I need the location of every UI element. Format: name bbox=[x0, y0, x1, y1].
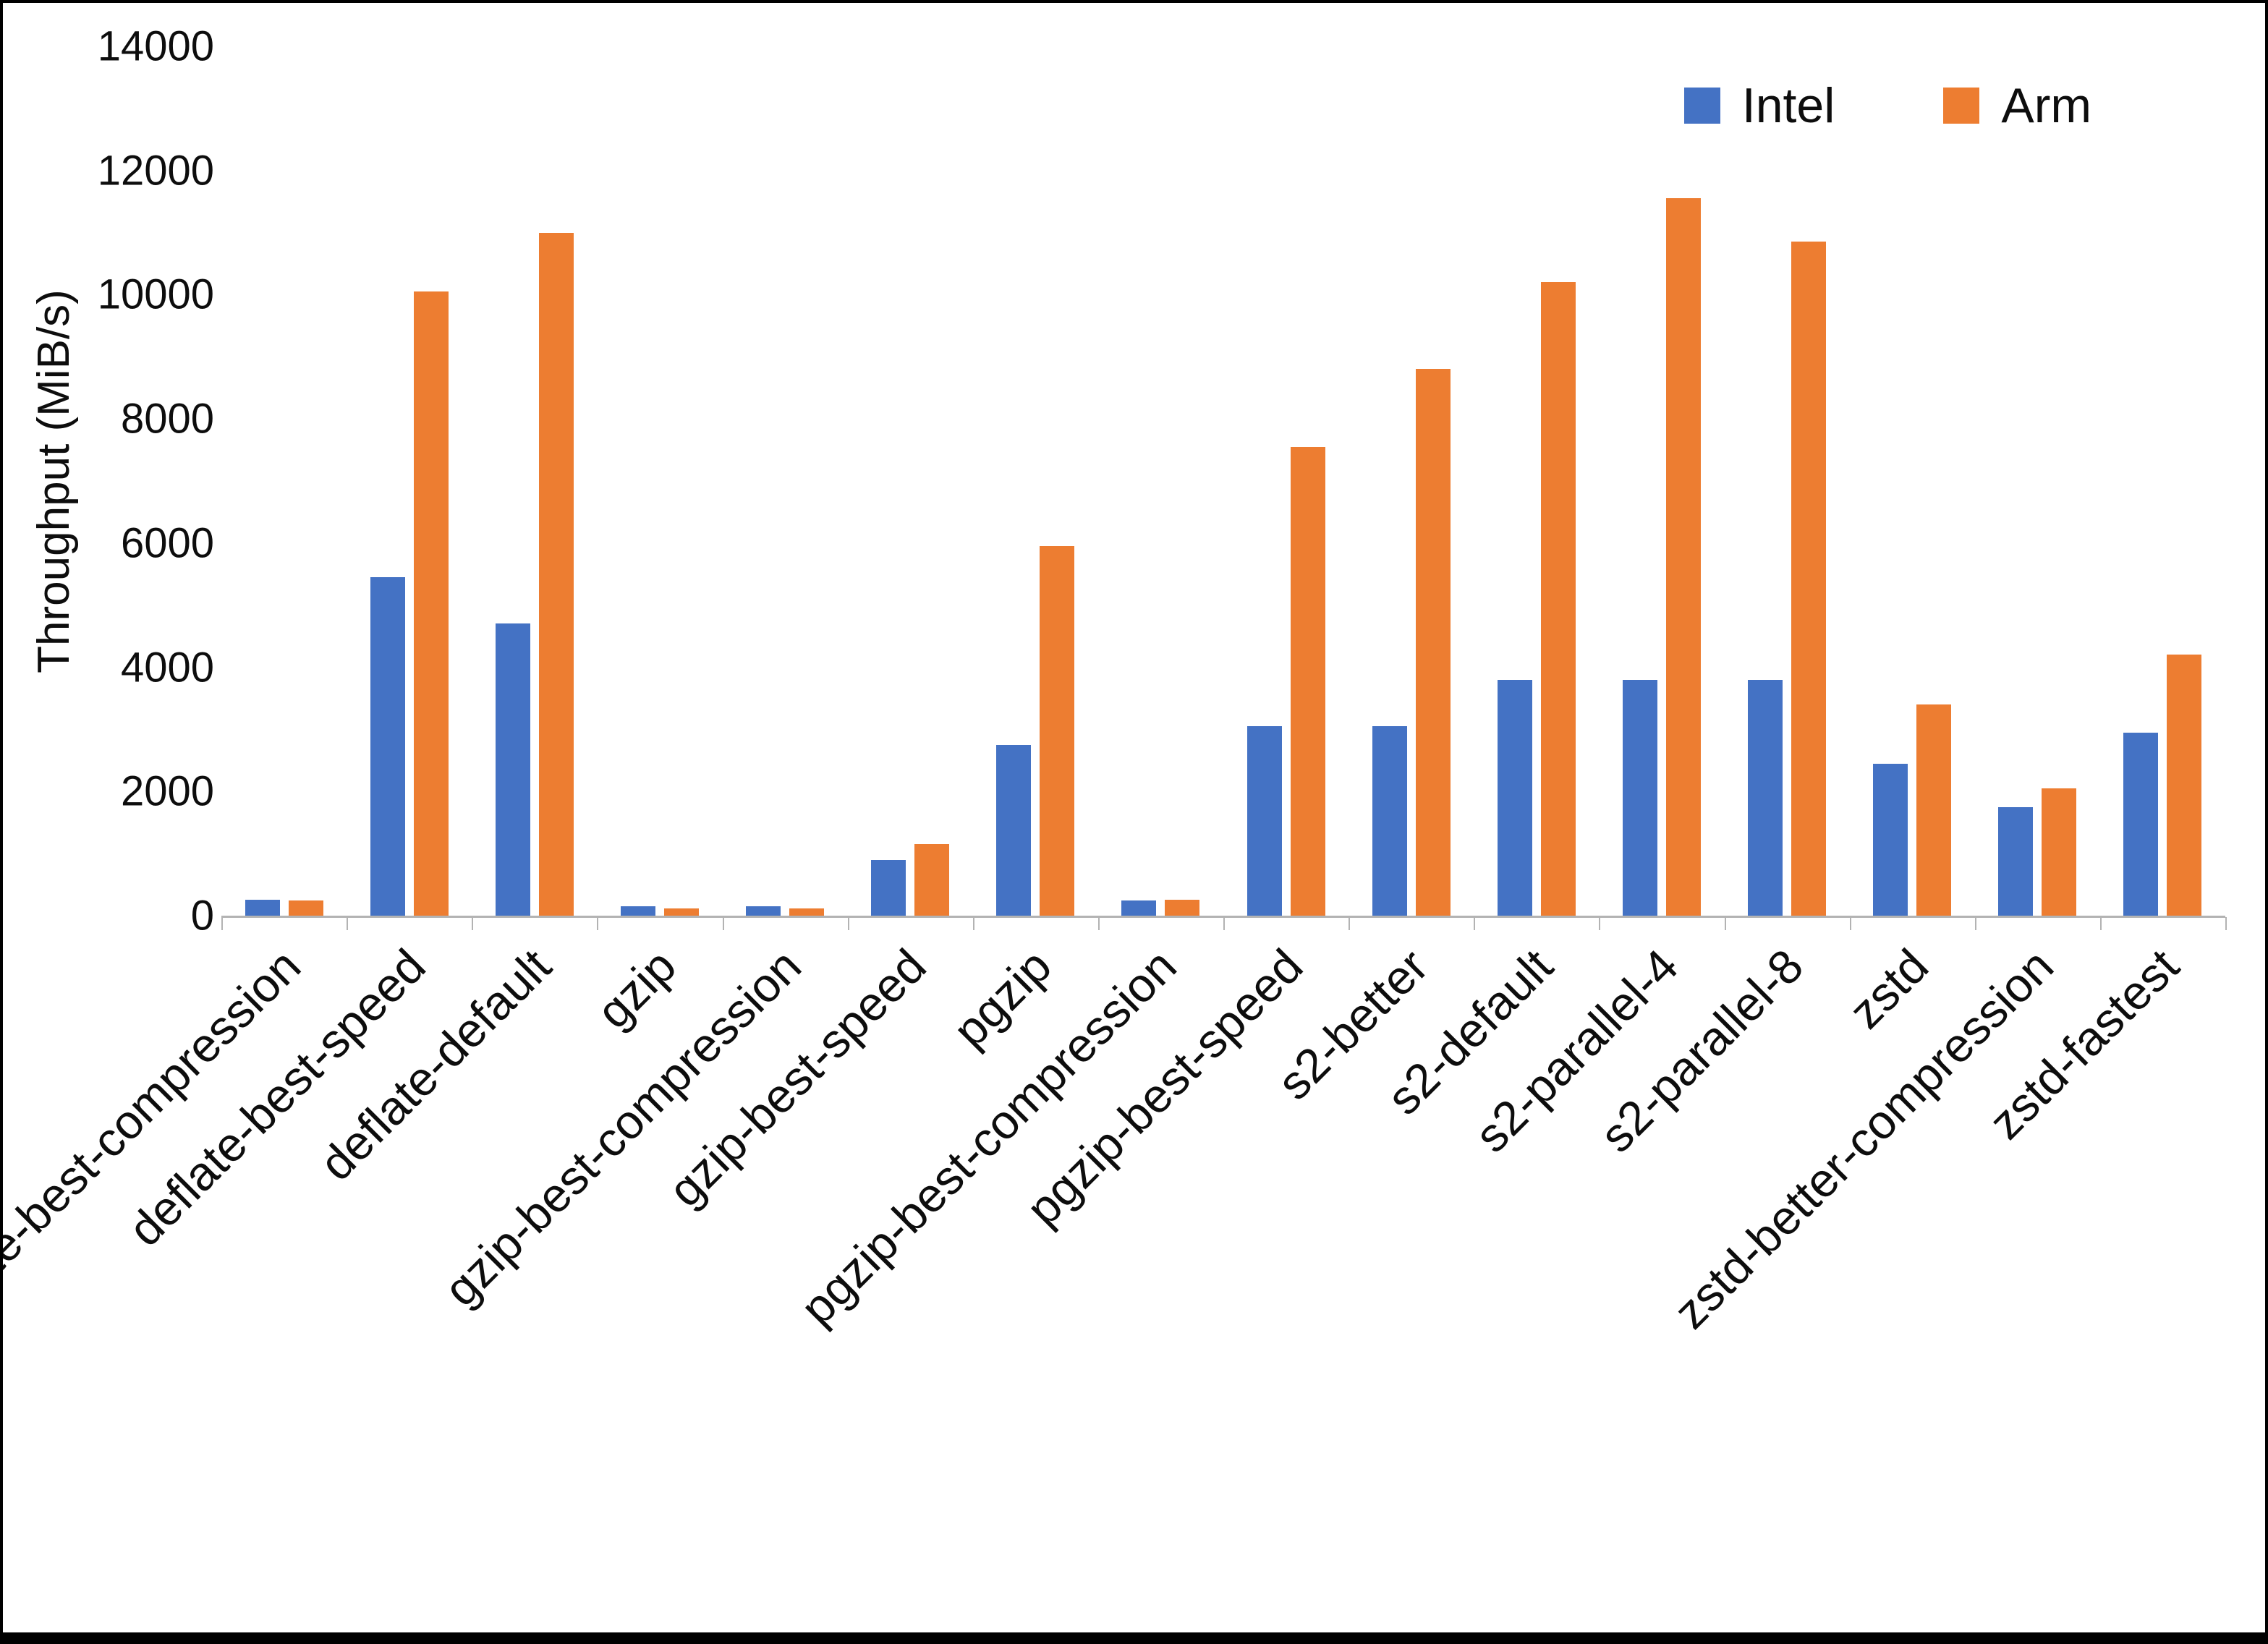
x-axis-tick-mark bbox=[1474, 917, 1475, 930]
bar-intel-deflate-best-speed bbox=[370, 577, 405, 916]
bar-intel-gzip bbox=[621, 906, 655, 916]
bar-intel-gzip-best-speed bbox=[871, 860, 906, 916]
bar-arm-zstd-better-compression bbox=[2042, 788, 2076, 916]
legend-swatch-arm bbox=[1943, 88, 1980, 124]
x-axis-tick-mark bbox=[221, 917, 223, 930]
bar-intel-zstd-better-compression bbox=[1998, 807, 2033, 916]
legend-label-intel: Intel bbox=[1741, 78, 1835, 133]
x-axis-tick-mark bbox=[848, 917, 849, 930]
bar-arm-s2-parallel-8 bbox=[1791, 242, 1826, 916]
x-category-label: gzip bbox=[586, 938, 687, 1039]
bar-arm-zstd bbox=[1916, 704, 1951, 916]
x-axis-tick-mark bbox=[472, 917, 473, 930]
y-axis-tick-label: 2000 bbox=[120, 767, 214, 815]
x-axis-tick-mark bbox=[1349, 917, 1350, 930]
bar-arm-pgzip bbox=[1040, 546, 1074, 916]
bar-intel-s2-parallel-8 bbox=[1748, 680, 1783, 916]
y-axis-title: Throughput (MiB/s) bbox=[28, 289, 79, 673]
bar-intel-s2-default bbox=[1498, 680, 1532, 916]
y-axis-tick-label: 12000 bbox=[97, 147, 214, 195]
x-axis-line bbox=[221, 916, 2225, 918]
x-category-label: deflate-default bbox=[309, 938, 561, 1191]
bar-arm-s2-better bbox=[1416, 369, 1451, 916]
x-axis-tick-mark bbox=[723, 917, 724, 930]
x-axis-tick-mark bbox=[973, 917, 974, 930]
y-axis-tick-label: 10000 bbox=[97, 271, 214, 318]
y-axis-tick-label: 0 bbox=[190, 892, 214, 940]
bar-intel-deflate-default bbox=[496, 623, 530, 916]
bar-arm-pgzip-best-speed bbox=[1291, 447, 1325, 916]
bar-arm-deflate-best-compression bbox=[289, 900, 323, 916]
x-axis-tick-mark bbox=[1725, 917, 1726, 930]
legend-item-intel: Intel bbox=[1683, 78, 1835, 133]
bar-arm-zstd-fastest bbox=[2167, 655, 2201, 916]
x-axis-tick-mark bbox=[1098, 917, 1100, 930]
bar-arm-deflate-best-speed bbox=[414, 291, 449, 916]
bar-intel-pgzip-best-compression bbox=[1121, 900, 1156, 916]
bar-intel-gzip-best-compression bbox=[746, 906, 781, 916]
bar-intel-pgzip-best-speed bbox=[1247, 726, 1282, 916]
x-axis-tick-mark bbox=[347, 917, 348, 930]
x-axis-tick-mark bbox=[2225, 917, 2227, 930]
legend-swatch-intel bbox=[1683, 88, 1720, 124]
y-axis-tick-label: 6000 bbox=[120, 519, 214, 567]
bar-intel-zstd-fastest bbox=[2123, 733, 2158, 916]
bar-arm-deflate-default bbox=[539, 233, 574, 916]
legend-item-arm: Arm bbox=[1943, 81, 2091, 130]
x-axis-tick-mark bbox=[597, 917, 598, 930]
bar-intel-pgzip bbox=[996, 745, 1031, 916]
x-axis-tick-mark bbox=[1975, 917, 1976, 930]
legend-label-arm: Arm bbox=[2001, 78, 2091, 133]
y-axis-tick-label: 4000 bbox=[120, 644, 214, 691]
bar-intel-s2-parallel-4 bbox=[1623, 680, 1657, 916]
bar-arm-s2-default bbox=[1541, 282, 1576, 916]
bar-arm-gzip bbox=[664, 908, 699, 916]
bar-arm-gzip-best-speed bbox=[914, 844, 949, 916]
x-axis-tick-mark bbox=[1599, 917, 1600, 930]
bar-arm-pgzip-best-compression bbox=[1165, 900, 1199, 916]
x-axis-tick-mark bbox=[2100, 917, 2102, 930]
bar-intel-s2-better bbox=[1372, 726, 1407, 916]
bar-arm-gzip-best-compression bbox=[789, 908, 824, 916]
x-axis-tick-mark bbox=[1850, 917, 1851, 930]
y-axis-tick-label: 14000 bbox=[97, 22, 214, 70]
x-category-label: zstd bbox=[1838, 938, 1939, 1039]
bar-intel-deflate-best-compression bbox=[245, 900, 280, 916]
x-category-label: pgzip bbox=[943, 938, 1062, 1057]
bar-intel-zstd bbox=[1873, 764, 1908, 916]
x-axis-tick-mark bbox=[1223, 917, 1225, 930]
legend: Intel Arm bbox=[1683, 78, 2091, 133]
bar-arm-s2-parallel-4 bbox=[1666, 198, 1701, 916]
y-axis-tick-label: 8000 bbox=[120, 395, 214, 443]
